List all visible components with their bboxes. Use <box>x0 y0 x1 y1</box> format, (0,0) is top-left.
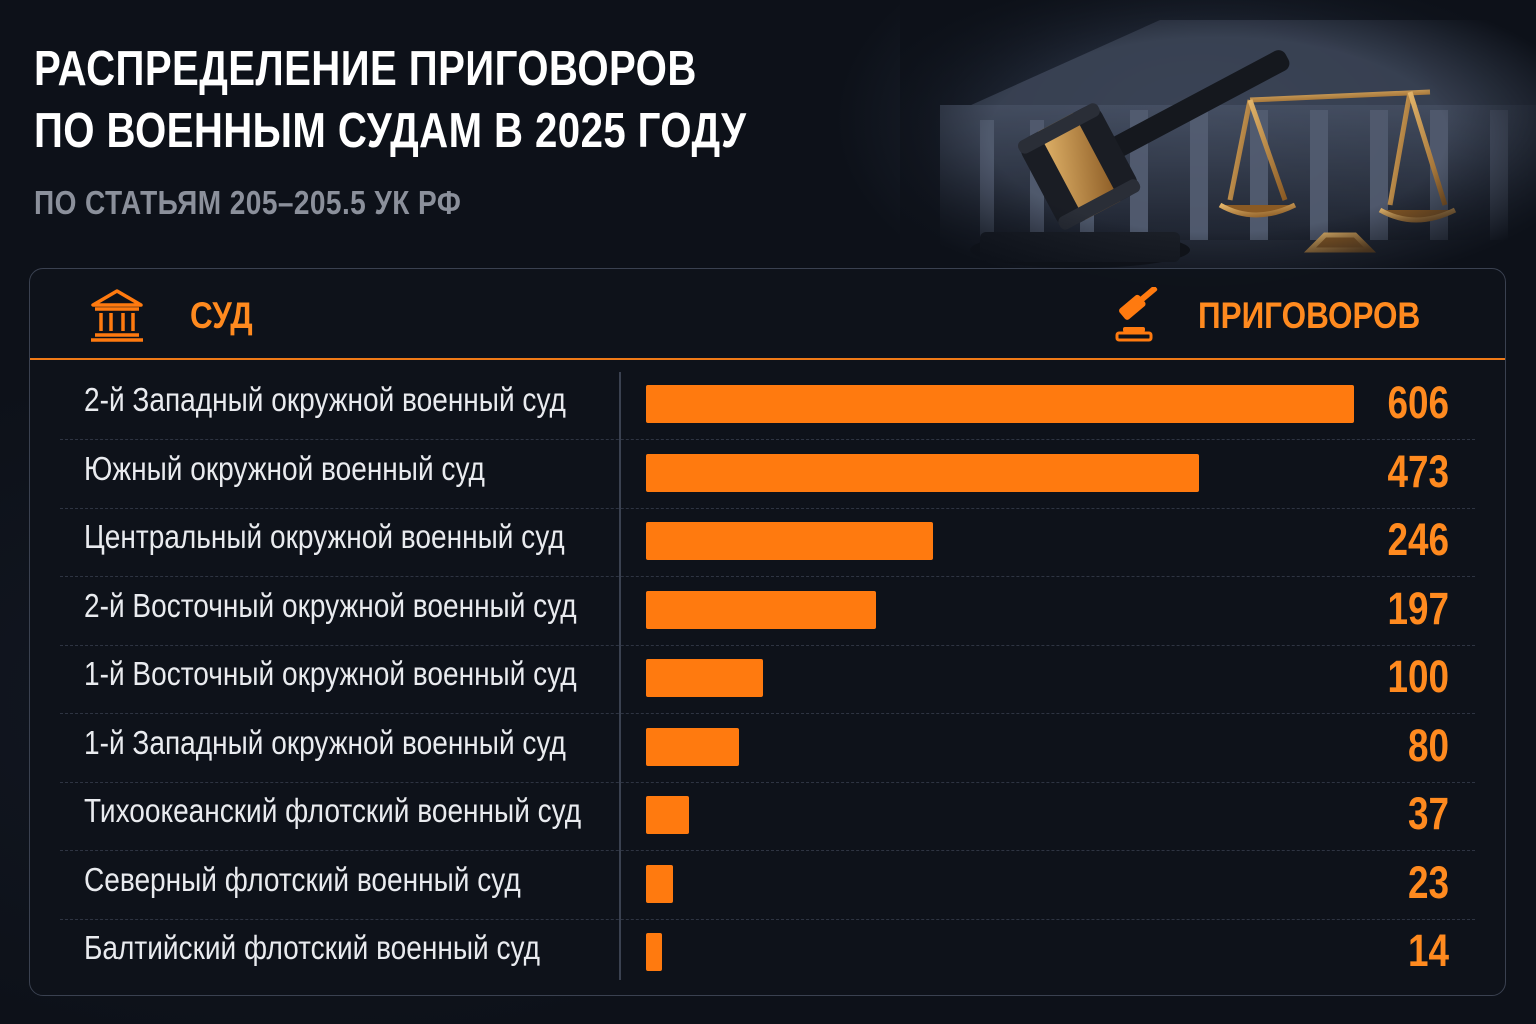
row-divider <box>60 576 1475 577</box>
bar <box>646 659 763 697</box>
header-divider <box>30 358 1505 360</box>
category-label: Балтийский флотский военный суд <box>84 929 540 966</box>
value-label: 23 <box>1407 856 1449 908</box>
row-divider <box>60 507 1475 509</box>
category-label: Северный флотский военный суд <box>84 860 521 898</box>
row-divider <box>60 439 1475 440</box>
page-subtitle: ПО СТАТЬЯМ 205–205.5 УК РФ <box>34 184 462 221</box>
bar <box>646 590 877 629</box>
row-divider <box>60 781 1475 783</box>
row-divider <box>60 713 1475 714</box>
category-label: 1-й Западный окружной военный суд <box>84 723 566 761</box>
value-label: 100 <box>1387 651 1449 702</box>
page-title: РАСПРЕДЕЛЕНИЕ ПРИГОВОРОВ ПО ВОЕННЫМ СУДА… <box>34 38 746 162</box>
bar-row: 1-й Западный окружной военный суд 80 <box>30 712 1505 783</box>
table-header: СУД ПРИГОВОРОВ <box>30 269 1505 360</box>
value-label: 37 <box>1407 788 1449 839</box>
value-label: 197 <box>1387 582 1449 634</box>
courthouse-gavel-scales-illustration <box>900 0 1536 270</box>
category-label: Южный окружной военный суд <box>84 449 485 487</box>
value-label: 246 <box>1387 514 1449 565</box>
category-label: 1-й Восточный окружной военный суд <box>84 655 577 692</box>
row-divider <box>60 644 1475 646</box>
bar <box>646 727 740 766</box>
value-label: 606 <box>1387 377 1449 428</box>
bar-row: Центральный окружной военный суд 246 <box>30 506 1505 577</box>
bar-row: Балтийский флотский военный суд 14 <box>30 917 1505 985</box>
category-label: Центральный окружной военный суд <box>84 518 565 555</box>
column-header-count: ПРИГОВОРОВ <box>1198 295 1421 336</box>
courthouse-icon <box>91 289 143 342</box>
category-label: 2-й Восточный окружной военный суд <box>84 586 577 624</box>
category-label: 2-й Западный окружной военный суд <box>84 381 566 418</box>
column-header-court: СУД <box>190 295 253 336</box>
bar <box>646 864 673 903</box>
bar <box>646 796 690 834</box>
row-divider <box>60 850 1475 851</box>
title-line-2: ПО ВОЕННЫМ СУДАМ В 2025 ГОДУ <box>34 104 747 158</box>
category-label: Тихоокеанский флотский военный суд <box>84 792 582 829</box>
bar <box>646 522 934 560</box>
gavel-icon <box>1115 287 1158 342</box>
title-line-1: РАСПРЕДЕЛЕНИЕ ПРИГОВОРОВ <box>34 42 697 96</box>
bar <box>646 453 1199 492</box>
bar <box>646 933 663 971</box>
row-divider <box>60 918 1475 920</box>
bar-row: Северный флотский военный суд 23 <box>30 849 1505 920</box>
bar-row: Тихоокеанский флотский военный суд 37 <box>30 780 1505 851</box>
value-label: 473 <box>1387 445 1449 497</box>
bar-row: 1-й Восточный окружной военный суд 100 <box>30 643 1505 714</box>
bar <box>646 385 1354 423</box>
bar-row: Южный окружной военный суд 473 <box>30 438 1505 509</box>
value-label: 80 <box>1407 719 1449 771</box>
chart-panel: СУД ПРИГОВОРОВ 2-й Западный окружной вое… <box>29 268 1506 996</box>
bar-row: 2-й Восточный окружной военный суд 197 <box>30 575 1505 646</box>
value-label: 14 <box>1407 925 1449 976</box>
bar-row: 2-й Западный окружной военный суд 606 <box>30 369 1505 440</box>
bar-axis-line <box>619 372 621 980</box>
